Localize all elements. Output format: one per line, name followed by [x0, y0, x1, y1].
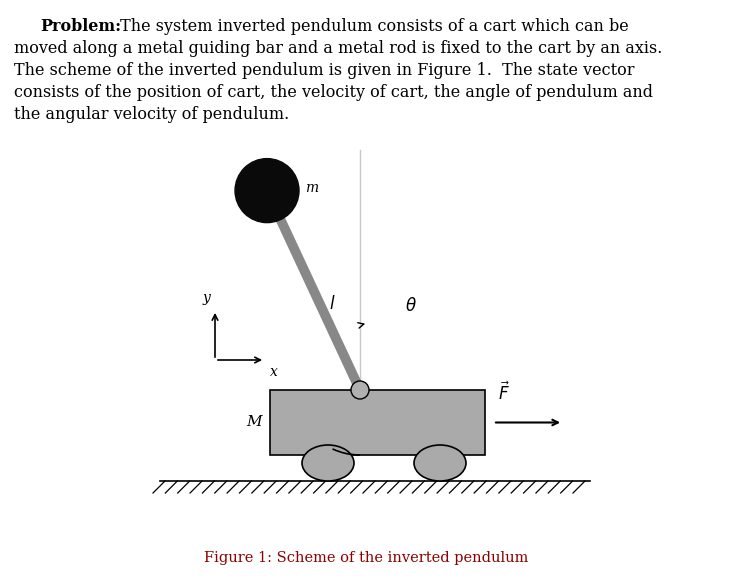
Ellipse shape	[414, 445, 466, 481]
Text: $\vec{F}$: $\vec{F}$	[498, 382, 509, 405]
Text: the angular velocity of pendulum.: the angular velocity of pendulum.	[14, 106, 290, 123]
Text: Problem:: Problem:	[40, 18, 121, 35]
Text: $l$: $l$	[328, 296, 335, 313]
Bar	[270, 390, 485, 455]
Text: $\theta$: $\theta$	[405, 297, 417, 315]
Ellipse shape	[302, 445, 354, 481]
Text: m: m	[305, 181, 318, 195]
Text: consists of the position of cart, the velocity of cart, the angle of pendulum an: consists of the position of cart, the ve…	[14, 84, 653, 101]
Text: y: y	[202, 291, 210, 305]
Text: M: M	[246, 416, 262, 430]
Text: moved along a metal guiding bar and a metal rod is fixed to the cart by an axis.: moved along a metal guiding bar and a me…	[14, 40, 663, 57]
Circle shape	[235, 159, 299, 223]
Text: The system inverted pendulum consists of a cart which can be: The system inverted pendulum consists of…	[115, 18, 629, 35]
Text: x: x	[270, 365, 278, 379]
Text: Figure 1: Scheme of the inverted pendulum: Figure 1: Scheme of the inverted pendulu…	[204, 551, 528, 565]
Text: The scheme of the inverted pendulum is given in Figure 1.  The state vector: The scheme of the inverted pendulum is g…	[14, 62, 635, 79]
Circle shape	[351, 381, 369, 399]
